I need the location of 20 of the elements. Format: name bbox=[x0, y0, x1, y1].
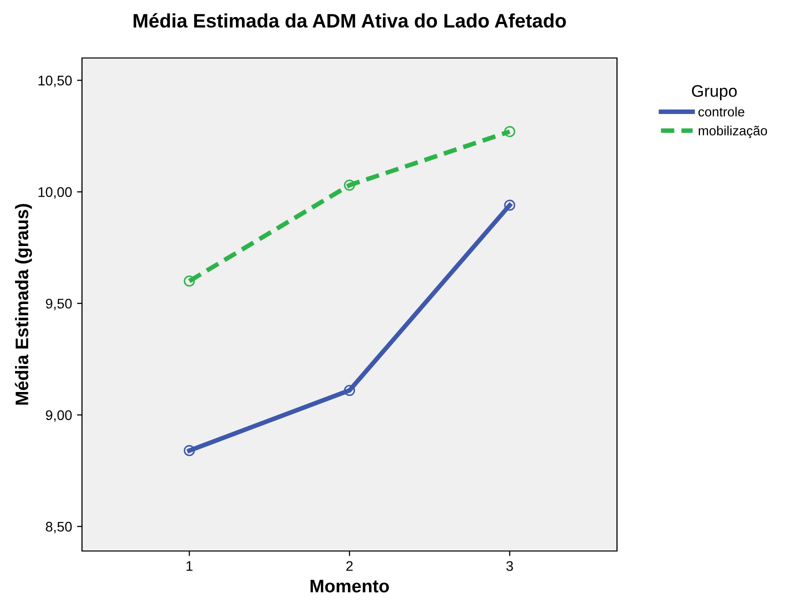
point bbox=[504, 126, 516, 138]
legend-title: Grupo bbox=[692, 85, 737, 100]
x-tick-label: 1 bbox=[186, 561, 193, 571]
point bbox=[504, 200, 516, 211]
y-tick-label: 9,50 bbox=[46, 298, 72, 310]
legend-label: mobilização bbox=[698, 126, 768, 138]
point bbox=[184, 276, 195, 287]
chart-title: Média Estimada da ADM Ativa do Lado Afetado bbox=[134, 13, 566, 28]
x-tick-label: 2 bbox=[346, 561, 353, 571]
y-tick-label: 9,00 bbox=[46, 410, 72, 422]
y-tick-label: 8,50 bbox=[46, 522, 72, 534]
y-tick-label: 10,00 bbox=[38, 187, 72, 199]
x-axis-title: Momento bbox=[310, 580, 389, 592]
y-tick-label: 10,50 bbox=[38, 76, 72, 88]
point bbox=[344, 180, 356, 191]
y-axis-title: Média Estimada (graus) bbox=[14, 204, 32, 405]
x-tick-label: 3 bbox=[506, 561, 513, 571]
point bbox=[344, 384, 356, 396]
legend-label: controle bbox=[698, 106, 744, 116]
point bbox=[184, 445, 195, 456]
